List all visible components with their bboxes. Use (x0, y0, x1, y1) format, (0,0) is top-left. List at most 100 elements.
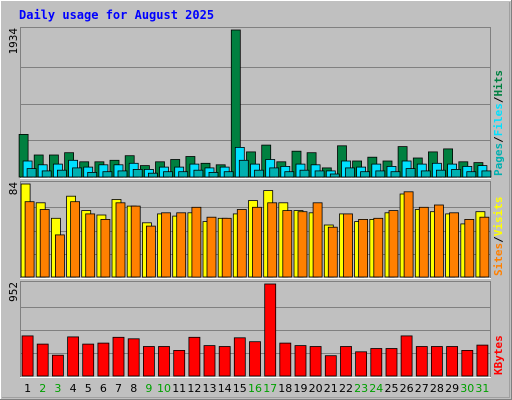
bar-kbytes-day-5 (82, 343, 95, 377)
legend-part: Hits (492, 70, 505, 97)
x-tick-label: 14 (218, 382, 232, 395)
bar-sites-day-8 (130, 205, 141, 278)
bar-sites-day-21 (327, 226, 338, 278)
bar-sites-day-30 (464, 218, 475, 278)
bar-pages-day-3 (57, 169, 67, 178)
x-tick-label: 8 (130, 382, 137, 395)
panel-kbytes: 952 KBytes (7, 281, 505, 378)
x-tick-label: 9 (145, 382, 152, 395)
bar-pages-day-25 (390, 171, 401, 178)
bar-sites-day-13 (206, 216, 217, 278)
bar-pages-day-12 (193, 169, 204, 178)
panel-visits-sites: 84 Sites/Visits (7, 181, 505, 279)
bar-kbytes-day-4 (67, 336, 79, 377)
bar-pages-day-24 (375, 170, 386, 178)
bar-sites-day-2 (39, 209, 50, 278)
x-tick-label: 4 (70, 382, 77, 395)
bar-kbytes-day-13 (203, 345, 216, 377)
bar-kbytes-day-24 (370, 348, 383, 377)
x-tick-label: 23 (354, 382, 368, 395)
bar-kbytes-day-7 (112, 336, 125, 377)
bar-sites-day-29 (449, 212, 460, 278)
x-tick-label: 20 (309, 382, 323, 395)
legend-part: Visits (492, 197, 505, 237)
bar-pages-day-5 (87, 171, 98, 178)
x-tick-label: 16 (248, 382, 262, 395)
bar-kbytes-day-15 (233, 337, 246, 377)
legend-part: / (492, 236, 505, 243)
x-tick-label: 10 (157, 382, 171, 395)
x-tick-label: 1 (24, 382, 31, 395)
bar-kbytes-day-22 (340, 346, 352, 377)
bar-kbytes-day-25 (385, 348, 398, 377)
chart-title: Daily usage for August 2025 (19, 8, 214, 22)
bar-pages-day-19 (299, 169, 310, 178)
bar-pages-day-15 (238, 159, 249, 178)
bar-kbytes-day-1 (21, 335, 34, 377)
bar-kbytes-day-9 (142, 346, 155, 377)
x-tick-label: 29 (445, 382, 459, 395)
bar-pages-day-4 (72, 167, 82, 178)
bar-kbytes-day-16 (249, 341, 261, 377)
legend-part: / (492, 136, 505, 143)
bar-pages-day-22 (345, 167, 355, 178)
legend-part: / (492, 96, 505, 103)
bar-kbytes-day-12 (188, 336, 201, 377)
legend-label: Sites/Visits (492, 197, 505, 277)
bar-kbytes-day-29 (446, 346, 459, 377)
bar-sites-day-12 (191, 206, 202, 278)
bar-kbytes-day-26 (400, 335, 413, 377)
x-tick-label: 22 (339, 382, 353, 395)
x-tick-label: 3 (54, 382, 61, 395)
bar-pages-day-29 (451, 168, 462, 178)
bar-pages-day-13 (208, 171, 219, 178)
x-tick-label: 12 (187, 382, 201, 395)
legend-part: Files (492, 103, 505, 136)
bar-kbytes-day-19 (294, 345, 307, 377)
bar-sites-day-7 (115, 202, 126, 278)
bar-sites-day-9 (145, 225, 156, 278)
x-tick-label: 28 (430, 382, 444, 395)
x-tick-label: 25 (385, 382, 399, 395)
bar-kbytes-day-18 (279, 342, 292, 377)
bar-pages-day-2 (41, 170, 52, 178)
x-tick-label: 2 (39, 382, 46, 395)
x-tick-label: 26 (400, 382, 414, 395)
ymax-label: 1934 (7, 28, 20, 55)
bar-sites-day-31 (479, 216, 490, 278)
bar-pages-day-23 (360, 171, 371, 178)
bar-sites-day-14 (221, 217, 232, 278)
bar-kbytes-day-17 (264, 283, 277, 377)
bar-pages-day-14 (223, 171, 234, 178)
bar-kbytes-day-2 (36, 343, 49, 377)
x-tick-label: 31 (475, 382, 489, 395)
x-tick-label: 19 (294, 382, 308, 395)
bar-pages-day-1 (26, 168, 37, 178)
bar-pages-day-7 (117, 170, 128, 178)
bar-sites-day-5 (85, 213, 96, 278)
bar-kbytes-day-3 (52, 354, 64, 377)
x-tick-label: 11 (172, 382, 186, 395)
x-tick-label: 18 (278, 382, 292, 395)
bar-sites-day-27 (418, 206, 429, 278)
bar-pages-day-6 (102, 171, 113, 178)
legend-part: KBytes (492, 335, 505, 375)
bar-kbytes-day-20 (309, 346, 322, 377)
bar-sites-day-20 (312, 202, 323, 278)
legend-part: Pages (492, 143, 505, 176)
bar-sites-day-11 (176, 212, 187, 278)
bar-pages-day-9 (147, 172, 158, 178)
bar-sites-day-19 (297, 211, 308, 278)
bar-sites-day-24 (373, 217, 384, 278)
bar-sites-day-15 (236, 209, 247, 278)
bar-sites-day-26 (403, 191, 414, 278)
x-tick-label: 15 (233, 382, 247, 395)
bar-sites-day-22 (343, 213, 353, 278)
bar-sites-day-23 (358, 218, 369, 278)
bar-pages-day-27 (420, 170, 431, 178)
bar-kbytes-day-28 (430, 346, 443, 377)
bar-sites-day-17 (267, 202, 278, 278)
bar-pages-day-30 (466, 171, 477, 178)
x-tick-label: 6 (100, 382, 107, 395)
